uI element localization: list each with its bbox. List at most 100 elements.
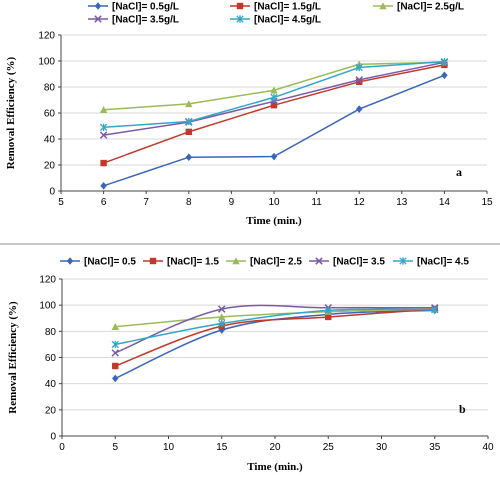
- data-point-series-1: [270, 102, 278, 109]
- legend-label-2: [NaCl]= 2.5g/L: [397, 2, 464, 13]
- x-tick-label: 13: [396, 197, 408, 208]
- legend-marker-4: [236, 15, 244, 23]
- legend-label-0: [NaCl]= 0.5: [84, 257, 136, 268]
- x-axis-title: Time (min.): [247, 461, 303, 473]
- legend-label-2: [NaCl]= 2.5: [250, 257, 302, 268]
- data-point-series-3: [111, 349, 119, 357]
- x-tick-label: 25: [323, 442, 335, 453]
- data-point-series-1: [112, 362, 119, 370]
- y-axis-title: Removal Efficiency (%): [5, 56, 17, 169]
- y-tick-label: 100: [38, 57, 55, 68]
- data-point-series-4: [324, 306, 332, 315]
- legend-label-3: [NaCl]= 3.5g/L: [112, 15, 179, 26]
- legend-marker-2: [232, 257, 240, 265]
- data-point-series-1: [325, 313, 332, 321]
- data-point-series-3: [99, 131, 108, 139]
- y-tick-label: 20: [45, 405, 57, 416]
- data-point-series-0: [270, 152, 278, 161]
- x-axis-title: Time (min.): [246, 215, 302, 227]
- series-line-0: [114, 309, 435, 380]
- data-point-series-0: [185, 153, 192, 161]
- chart-panel-a: 0 20 40 60 80 100 120 5 6 7 8 9 10 11 12 13 14 15 Time (mi…: [5, 2, 493, 228]
- x-tick-label: 40: [482, 442, 494, 453]
- legend-marker-1: [149, 257, 157, 265]
- data-point-series-0: [441, 71, 448, 80]
- data-point-series-0: [218, 326, 225, 334]
- x-tick-label: 11: [311, 197, 322, 208]
- series-line-1: [103, 64, 445, 164]
- data-point-series-3: [355, 76, 363, 84]
- x-tick-label: 5: [112, 442, 118, 453]
- legend-marker-3: [94, 15, 102, 23]
- data-point-series-4: [99, 123, 108, 131]
- y-tick-label: 100: [39, 301, 56, 312]
- x-tick-label: 12: [354, 197, 366, 208]
- y-tick-label: 60: [45, 353, 57, 364]
- series-line-3: [114, 304, 435, 354]
- x-tick-label: 30: [376, 442, 388, 453]
- x-tick-label: 20: [269, 442, 281, 453]
- data-point-series-2: [185, 100, 193, 108]
- x-tick-label: 14: [439, 197, 451, 208]
- y-tick-label: 80: [44, 83, 56, 94]
- data-point-series-4: [270, 93, 278, 102]
- legend-label-1: [NaCl]= 1.5g/L: [254, 2, 321, 13]
- data-point-series-4: [111, 340, 119, 349]
- legend-marker-4: [399, 257, 407, 265]
- legend-marker-1: [236, 2, 244, 10]
- series-line-2: [115, 308, 435, 328]
- chart-panel-b: 0 20 40 60 80 100 120 0 5 10 15 20 25 30 35 40 Time (min…: [7, 257, 494, 474]
- legend-label-3: [NaCl]= 3.5: [333, 257, 385, 268]
- x-tick-label: 15: [216, 442, 228, 453]
- data-point-series-4: [218, 319, 226, 328]
- legend-label-1: [NaCl]= 1.5: [167, 257, 219, 268]
- legend-marker-0: [94, 2, 102, 10]
- data-point-series-4: [355, 63, 363, 72]
- data-point-series-0: [112, 374, 119, 383]
- x-tick-label: 7: [143, 197, 149, 208]
- data-point-series-1: [356, 78, 363, 85]
- legend-label-4: [NaCl]= 4.5g/L: [254, 15, 321, 26]
- y-tick-label: 20: [44, 161, 56, 172]
- y-tick-label: 0: [49, 187, 55, 198]
- y-tick-label: 80: [45, 327, 57, 338]
- x-tick-label: 5: [58, 197, 64, 208]
- panel-label: b: [459, 402, 466, 416]
- y-tick-label: 40: [44, 135, 56, 146]
- legend-label-0: [NaCl]= 0.5g/L: [112, 2, 179, 13]
- data-point-series-2: [270, 86, 278, 94]
- series-line-4: [115, 308, 435, 346]
- x-tick-label: 10: [163, 442, 175, 453]
- data-point-series-0: [356, 105, 363, 113]
- data-point-series-2: [99, 106, 108, 113]
- legend-marker-3: [315, 257, 323, 265]
- data-point-series-0: [100, 182, 107, 190]
- y-tick-label: 0: [50, 432, 56, 443]
- data-point-series-1: [185, 128, 192, 136]
- data-point-series-3: [218, 305, 226, 313]
- x-tick-label: 9: [229, 197, 235, 208]
- x-tick-label: 0: [59, 442, 65, 453]
- x-tick-label: 6: [101, 197, 107, 208]
- y-tick-label: 120: [38, 31, 55, 42]
- x-tick-label: 15: [481, 197, 493, 208]
- panel-separator: [0, 243, 500, 245]
- legend-marker-2: [379, 2, 387, 10]
- data-point-series-4: [431, 306, 439, 314]
- series-line-1: [114, 308, 435, 367]
- x-tick-label: 35: [429, 442, 441, 453]
- data-point-series-2: [218, 313, 226, 321]
- x-tick-label: 8: [186, 197, 192, 208]
- data-point-series-1: [100, 159, 107, 167]
- legend-label-4: [NaCl]= 4.5: [417, 257, 469, 268]
- y-axis-title: Removal Efficiency (%): [7, 301, 19, 414]
- data-point-series-4: [440, 57, 449, 66]
- legend-marker-0: [66, 257, 74, 265]
- data-point-series-4: [185, 117, 193, 126]
- panel-label: a: [456, 165, 462, 179]
- x-tick-label: 10: [268, 197, 280, 208]
- y-tick-label: 120: [39, 275, 56, 286]
- y-tick-label: 60: [44, 109, 56, 120]
- data-point-series-2: [111, 323, 119, 330]
